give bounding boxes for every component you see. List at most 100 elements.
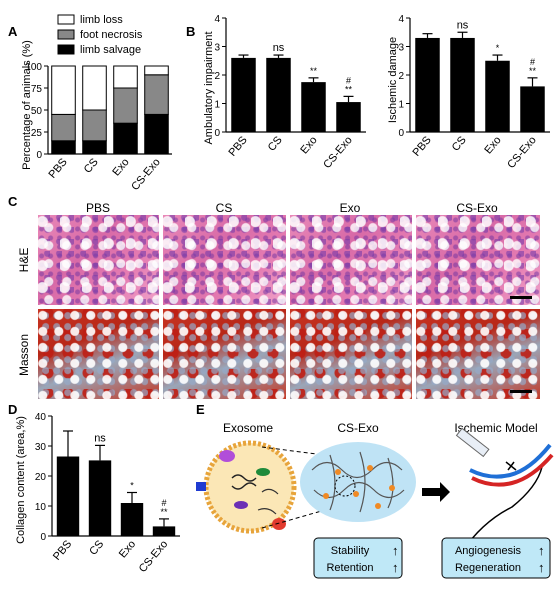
legend-limb-loss: limb loss bbox=[80, 14, 123, 26]
b1-xtick-label: PBS bbox=[226, 134, 249, 159]
legend-swatch-limb-loss bbox=[57, 14, 75, 25]
b1-ytick-label: 2 bbox=[214, 71, 220, 82]
bar-b1 bbox=[231, 57, 256, 132]
annotation-d: ns bbox=[94, 432, 106, 444]
bar-a-limb-salvage bbox=[144, 113, 169, 155]
a-xtick-label: CS-Exo bbox=[129, 156, 163, 193]
artery-icon bbox=[471, 453, 554, 487]
b1-ytick-label: 0 bbox=[214, 128, 220, 139]
bar-a-foot-necrosis bbox=[144, 74, 169, 115]
organelle-icon bbox=[256, 468, 270, 476]
b2-ylabel: Ischemic damage bbox=[387, 37, 399, 123]
exosome-icon bbox=[203, 440, 297, 534]
bar-a-limb-salvage bbox=[82, 140, 107, 155]
zoom-line-bottom bbox=[261, 507, 333, 529]
bar-a-limb-loss bbox=[144, 65, 169, 76]
d-ytick-label: 30 bbox=[35, 442, 47, 453]
b1-xtick-label: CS bbox=[266, 134, 285, 153]
b2-ytick-label: 4 bbox=[398, 14, 404, 25]
annotation-b2: ns bbox=[457, 19, 469, 31]
b2-ytick-label: 1 bbox=[398, 100, 404, 111]
b1-xtick-label: Exo bbox=[298, 134, 319, 156]
box-stability bbox=[313, 537, 403, 579]
bar-d bbox=[56, 456, 80, 536]
c-col-exo: Exo bbox=[340, 201, 361, 215]
bar-a-foot-necrosis bbox=[82, 109, 107, 142]
bar-d bbox=[120, 503, 144, 536]
letter-d: D bbox=[8, 402, 17, 417]
annotation-d: # bbox=[161, 498, 166, 508]
syringe-icon bbox=[455, 427, 490, 458]
bar-b1 bbox=[301, 82, 326, 132]
d-ytick-label: 0 bbox=[40, 532, 46, 543]
bar-b2 bbox=[415, 37, 440, 133]
annotation-b1: # bbox=[346, 75, 351, 85]
he-cs-image bbox=[163, 215, 286, 305]
annotation-b2: # bbox=[530, 57, 535, 67]
a-ytick-label: 50 bbox=[31, 106, 43, 117]
letter-a: A bbox=[8, 24, 18, 39]
c-col-cs: CS bbox=[216, 201, 233, 215]
b2-xtick-label: CS-Exo bbox=[505, 134, 539, 171]
bar-a-limb-loss bbox=[82, 65, 107, 111]
letter-b: B bbox=[186, 24, 195, 39]
box1-arrow1: ↑ bbox=[392, 543, 399, 558]
e-csexo-label: CS-Exo bbox=[337, 421, 379, 435]
he-exo-image bbox=[290, 215, 412, 305]
box2-arrow2: ↑ bbox=[538, 560, 545, 575]
e-model-label: Ischemic Model bbox=[454, 421, 537, 435]
box2-arrow1: ↑ bbox=[538, 543, 545, 558]
c-row-he: H&E bbox=[17, 248, 31, 273]
masson-exo-image bbox=[290, 309, 412, 399]
b1-ytick-label: 1 bbox=[214, 100, 220, 111]
c-col-pbs: PBS bbox=[86, 201, 110, 215]
b1-xtick-label: CS-Exo bbox=[321, 134, 355, 171]
limb-icon bbox=[461, 466, 543, 553]
he-csexo-image bbox=[416, 215, 540, 305]
bar-a-limb-salvage bbox=[51, 140, 76, 155]
b1-ytick-label: 4 bbox=[214, 14, 220, 25]
annotation-d: * bbox=[130, 481, 134, 491]
a-xtick-label: PBS bbox=[46, 156, 69, 181]
b2-xtick-label: Exo bbox=[482, 134, 503, 156]
bar-a-limb-salvage bbox=[113, 122, 138, 155]
c-col-csexo: CS-Exo bbox=[456, 201, 498, 215]
d-ylabel: Collagen content (area,%) bbox=[15, 416, 27, 544]
box2-line2: Regeneration bbox=[455, 562, 521, 574]
zoom-circle bbox=[334, 475, 356, 497]
box2-line1: Angiogenesis bbox=[455, 545, 522, 557]
vein-icon bbox=[469, 443, 552, 479]
d-xtick-label: CS bbox=[87, 538, 106, 557]
dna-icon bbox=[231, 474, 257, 490]
bar-b2 bbox=[520, 86, 545, 132]
chart-b2: 0 1 2 3 4 PBS CS Exo CS-Exo ns * #** bbox=[398, 14, 550, 171]
d-ytick-label: 40 bbox=[35, 412, 47, 423]
box1-arrow2: ↑ bbox=[392, 560, 399, 575]
a-xtick-label: CS bbox=[82, 156, 101, 175]
box1-line1: Stability bbox=[331, 545, 370, 557]
legend-swatch-limb-salvage bbox=[57, 44, 75, 55]
d-ytick-label: 10 bbox=[35, 502, 47, 513]
arrow-icon bbox=[422, 482, 450, 502]
vesicle-icon bbox=[234, 501, 248, 509]
bar-b2 bbox=[485, 60, 510, 132]
letter-e: E bbox=[196, 402, 205, 417]
b2-ytick-label: 0 bbox=[398, 128, 404, 139]
bar-b2 bbox=[450, 37, 475, 133]
rna-icon bbox=[257, 488, 279, 515]
bar-a-limb-loss bbox=[51, 65, 76, 115]
b2-ytick-label: 3 bbox=[398, 43, 404, 54]
he-pbs-image bbox=[38, 215, 159, 305]
bar-a-foot-necrosis bbox=[113, 87, 138, 124]
annotation-b1: ns bbox=[273, 42, 285, 54]
d-xtick-label: PBS bbox=[51, 538, 74, 563]
box-angiogenesis bbox=[441, 537, 551, 579]
letter-c: C bbox=[8, 194, 18, 209]
e-exosome-label: Exosome bbox=[223, 421, 273, 435]
bar-d bbox=[88, 460, 112, 536]
a-ylabel: Percentage of animals (%) bbox=[21, 40, 33, 170]
